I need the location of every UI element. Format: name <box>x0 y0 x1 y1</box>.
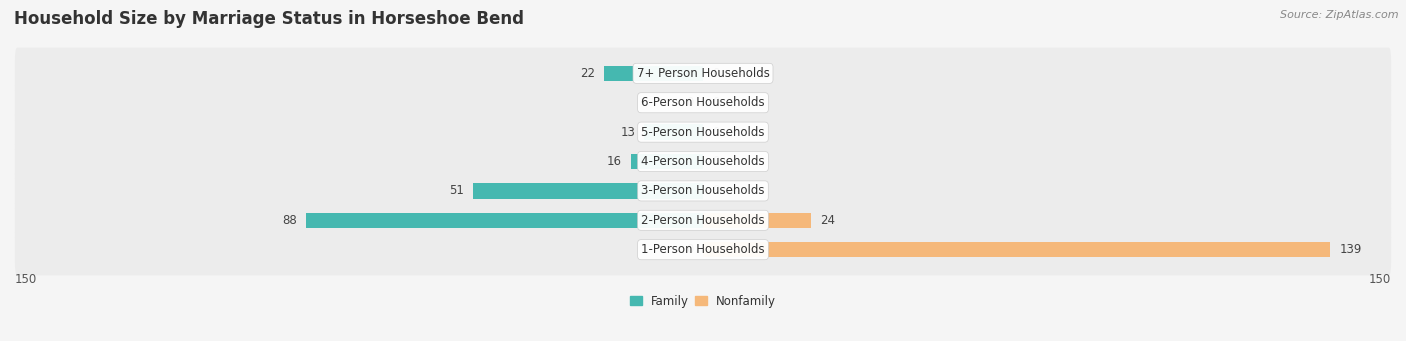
Bar <box>631 154 703 169</box>
Text: 1-Person Households: 1-Person Households <box>641 243 765 256</box>
Text: 0: 0 <box>711 125 720 139</box>
Text: 13: 13 <box>620 125 636 139</box>
FancyBboxPatch shape <box>15 195 1391 246</box>
Text: 88: 88 <box>283 214 297 227</box>
Bar <box>703 242 1330 257</box>
Text: 0: 0 <box>686 96 695 109</box>
FancyBboxPatch shape <box>15 77 1391 129</box>
FancyBboxPatch shape <box>15 48 1391 99</box>
Bar <box>644 124 703 140</box>
Text: 0: 0 <box>686 243 695 256</box>
Bar <box>472 183 703 198</box>
Text: Source: ZipAtlas.com: Source: ZipAtlas.com <box>1281 10 1399 20</box>
Text: 22: 22 <box>579 67 595 80</box>
Text: 139: 139 <box>1340 243 1361 256</box>
Text: 0: 0 <box>711 96 720 109</box>
Text: 6-Person Households: 6-Person Households <box>641 96 765 109</box>
Bar <box>307 213 703 228</box>
FancyBboxPatch shape <box>15 165 1391 217</box>
Text: 0: 0 <box>711 67 720 80</box>
Text: 0: 0 <box>711 155 720 168</box>
FancyBboxPatch shape <box>15 136 1391 187</box>
Text: 5-Person Households: 5-Person Households <box>641 125 765 139</box>
Text: 16: 16 <box>607 155 621 168</box>
FancyBboxPatch shape <box>15 106 1391 158</box>
Text: 4-Person Households: 4-Person Households <box>641 155 765 168</box>
Text: 0: 0 <box>711 184 720 197</box>
Text: 7+ Person Households: 7+ Person Households <box>637 67 769 80</box>
Text: 2-Person Households: 2-Person Households <box>641 214 765 227</box>
Legend: Family, Nonfamily: Family, Nonfamily <box>630 295 776 308</box>
Text: 3-Person Households: 3-Person Households <box>641 184 765 197</box>
Text: 24: 24 <box>820 214 835 227</box>
Text: 51: 51 <box>449 184 464 197</box>
Bar <box>603 66 703 81</box>
FancyBboxPatch shape <box>15 224 1391 276</box>
Text: Household Size by Marriage Status in Horseshoe Bend: Household Size by Marriage Status in Hor… <box>14 10 524 28</box>
Bar <box>703 213 811 228</box>
